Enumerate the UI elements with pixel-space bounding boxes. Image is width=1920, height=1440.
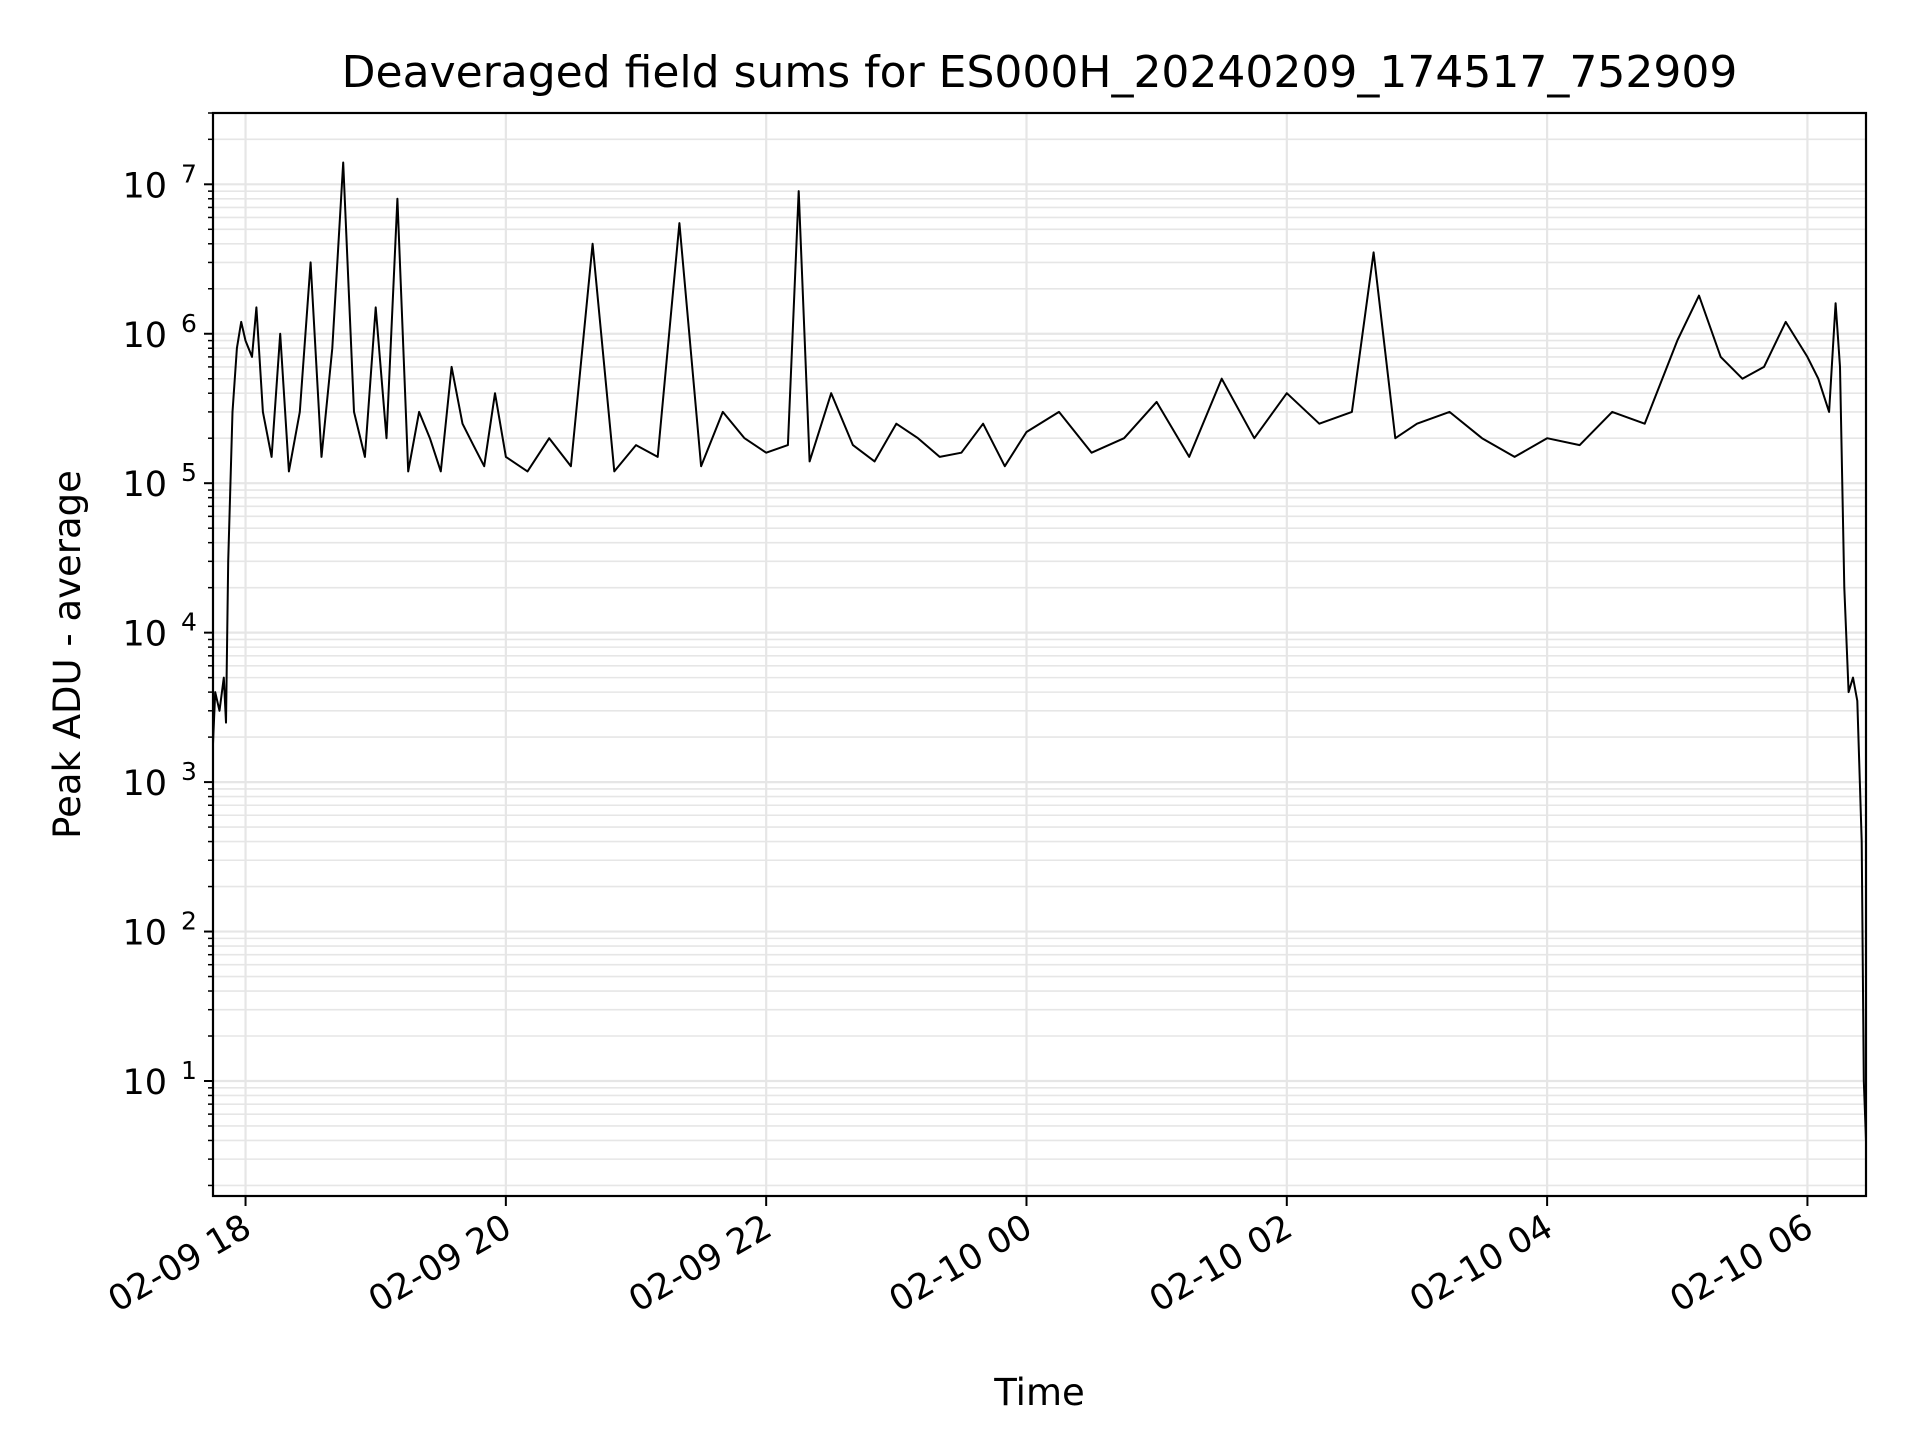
y-tick-label: 10 <box>122 465 167 505</box>
y-axis-label: Peak ADU - average <box>46 470 89 839</box>
y-tick-exponent: 2 <box>181 907 197 936</box>
y-tick-exponent: 6 <box>181 309 197 338</box>
x-axis-label: Time <box>993 1371 1085 1414</box>
y-tick-exponent: 4 <box>181 608 197 637</box>
plot-frame <box>211 111 1868 1198</box>
y-tick-label: 10 <box>122 764 167 804</box>
y-tick-exponent: 5 <box>181 458 197 487</box>
grid <box>213 112 1866 1196</box>
series-line <box>212 161 1867 1141</box>
y-tick-exponent: 1 <box>181 1056 197 1085</box>
y-tick-exponent: 3 <box>181 757 197 786</box>
y-tick-label: 10 <box>122 615 167 655</box>
y-tick-label: 10 <box>122 316 167 356</box>
chart-title: Deaveraged field sums for ES000H_2024020… <box>342 47 1738 98</box>
y-tick-label: 10 <box>122 1063 167 1103</box>
series-layer <box>212 161 1867 1141</box>
y-tick-label: 10 <box>122 914 167 954</box>
y-tick-label: 10 <box>122 166 167 206</box>
y-tick-exponent: 7 <box>181 159 197 188</box>
